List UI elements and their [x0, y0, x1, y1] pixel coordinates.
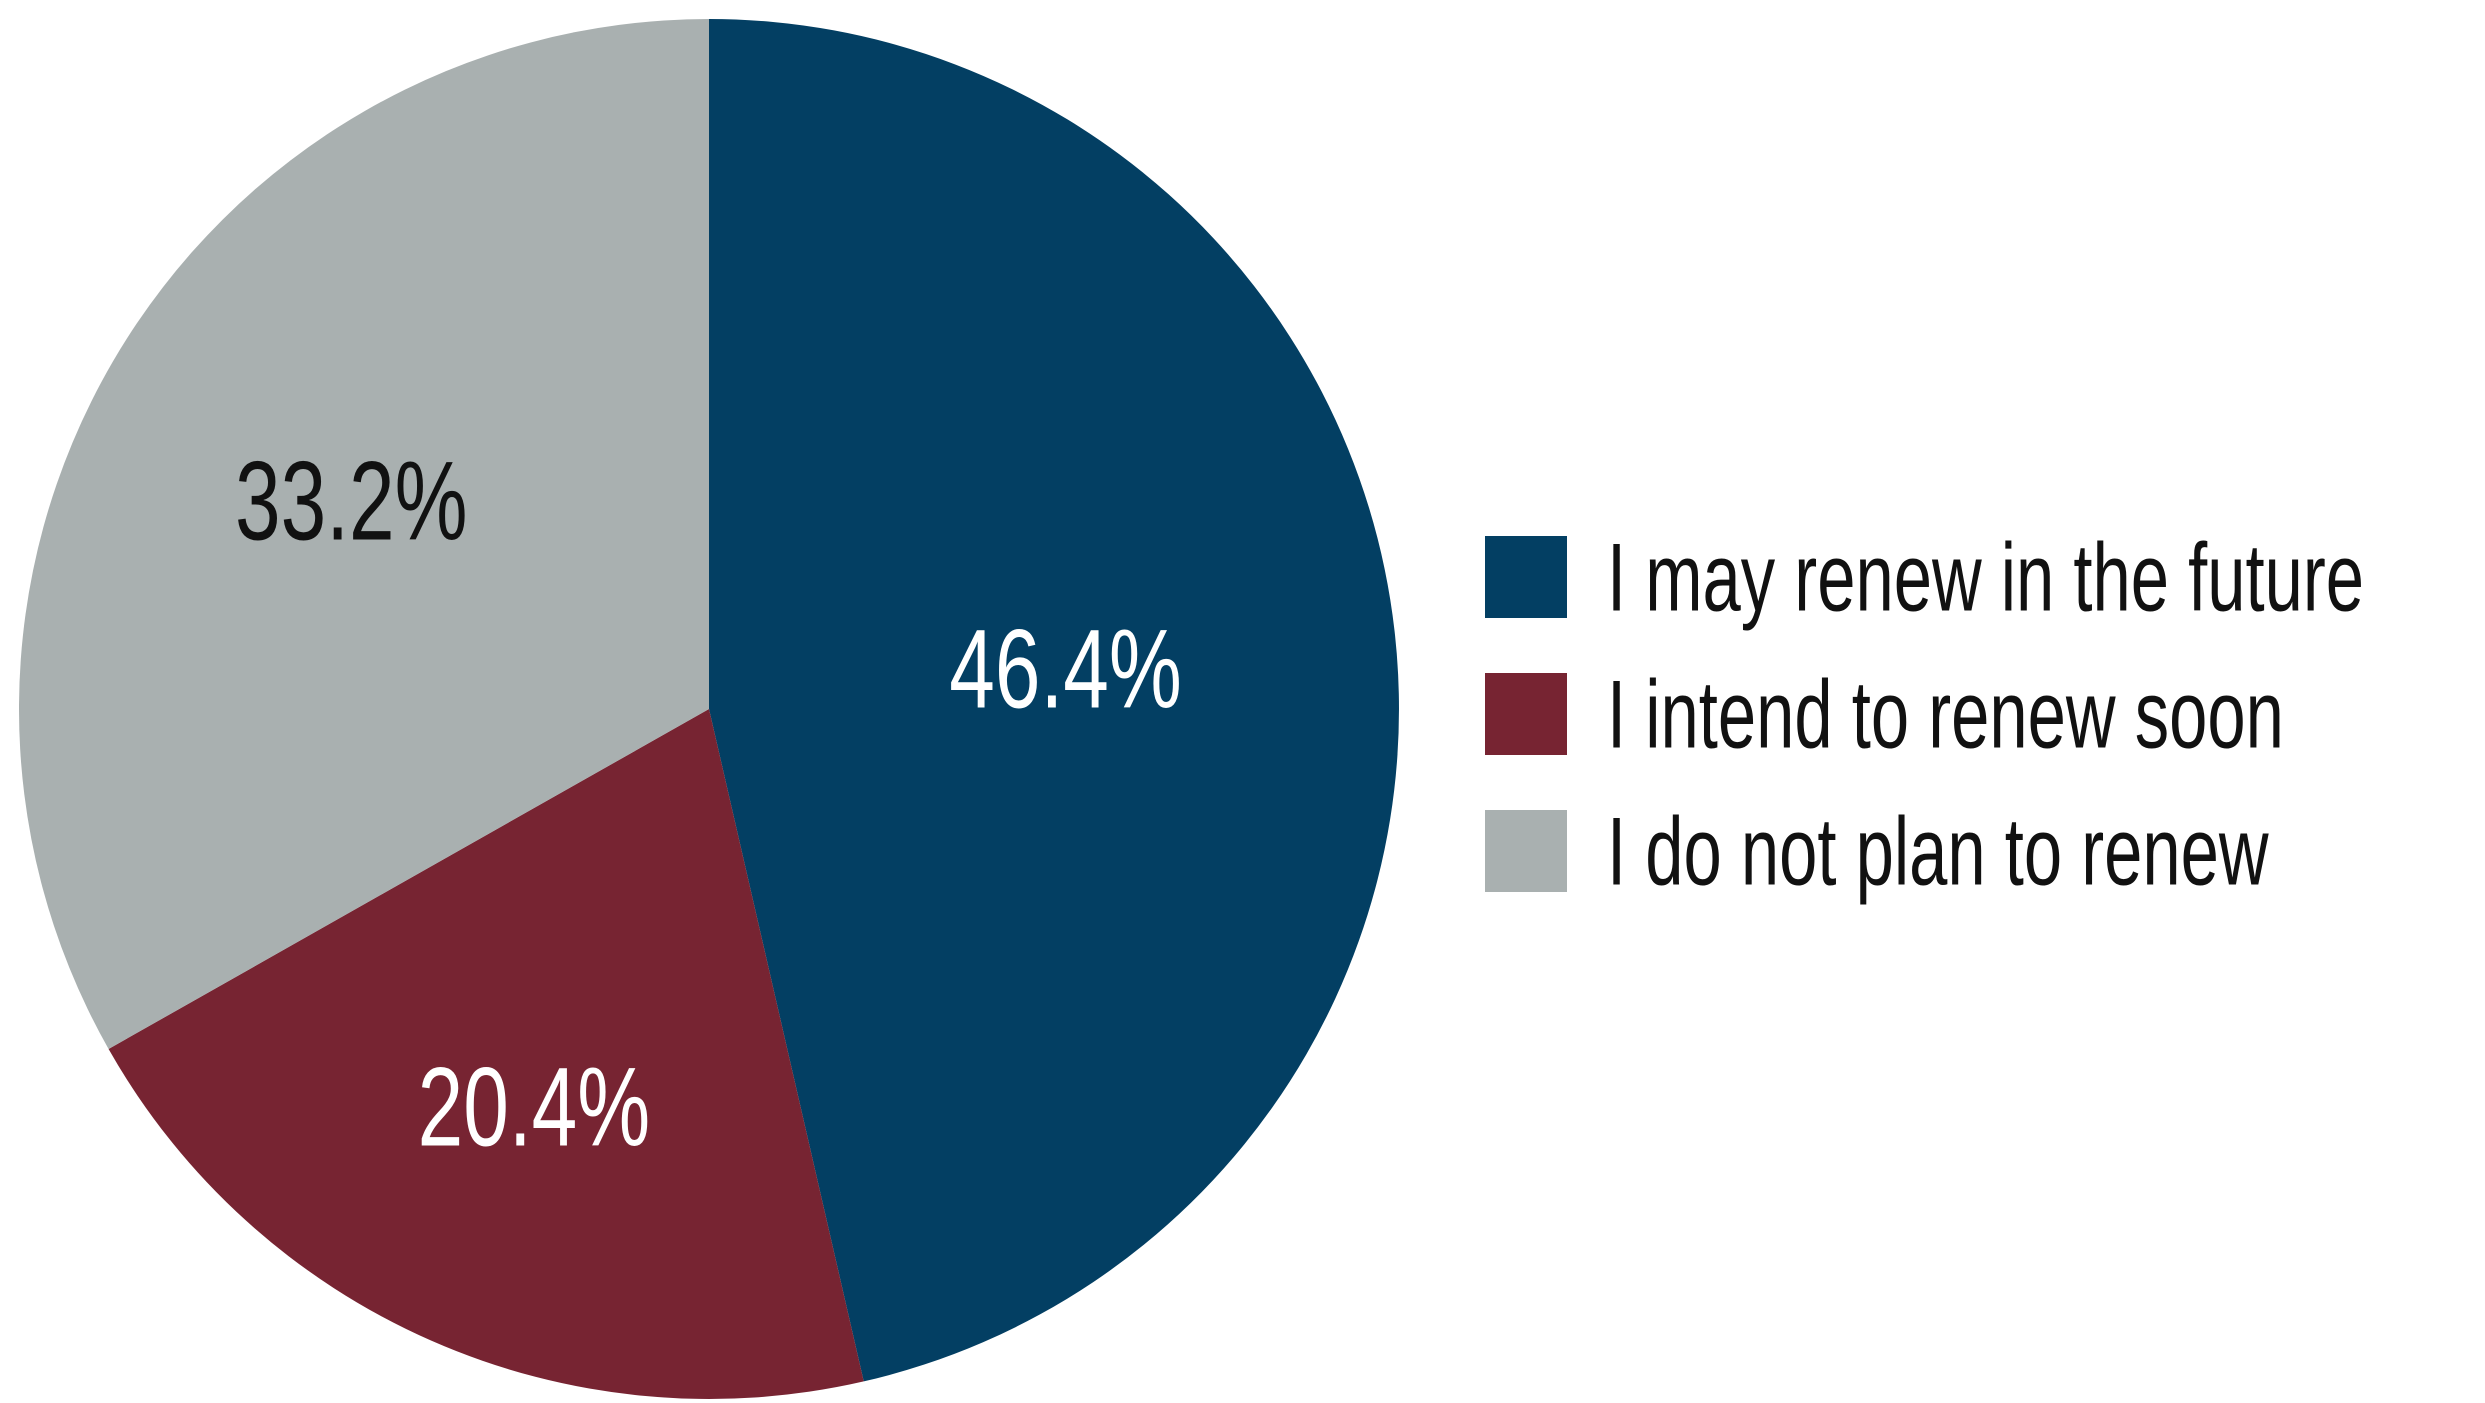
legend: I may renew in the future I intend to ren…	[1485, 523, 2364, 905]
pie-slice-i-may-renew-in-the-future	[709, 19, 1399, 1382]
legend-swatch-i-may-renew-in-the-future	[1485, 536, 1567, 618]
pie-slices	[18, 19, 1399, 1399]
data-label-i-may-renew-in-the-future: 46.4%	[949, 606, 1181, 732]
legend-item-i-intend-to-renew-soon: I intend to renew soon	[1485, 660, 2284, 768]
legend-label-i-do-not-plan-to-renew: I do not plan to renew	[1607, 797, 2269, 905]
pie-slice-i-do-not-plan-to-renew	[18, 19, 709, 1049]
legend-swatch-i-do-not-plan-to-renew	[1485, 810, 1567, 892]
legend-item-i-may-renew-in-the-future: I may renew in the future	[1485, 523, 2364, 631]
pie-slice-i-intend-to-renew-soon	[108, 709, 864, 1399]
legend-label-i-may-renew-in-the-future: I may renew in the future	[1607, 523, 2364, 631]
data-label-i-do-not-plan-to-renew: 33.2%	[235, 438, 467, 564]
legend-swatch-i-intend-to-renew-soon	[1485, 673, 1567, 755]
data-label-i-intend-to-renew-soon: 20.4%	[418, 1044, 650, 1170]
legend-label-i-intend-to-renew-soon: I intend to renew soon	[1607, 660, 2284, 768]
legend-item-i-do-not-plan-to-renew: I do not plan to renew	[1485, 797, 2269, 905]
pie-data-labels: 46.4% 20.4% 33.2%	[235, 438, 1182, 1170]
